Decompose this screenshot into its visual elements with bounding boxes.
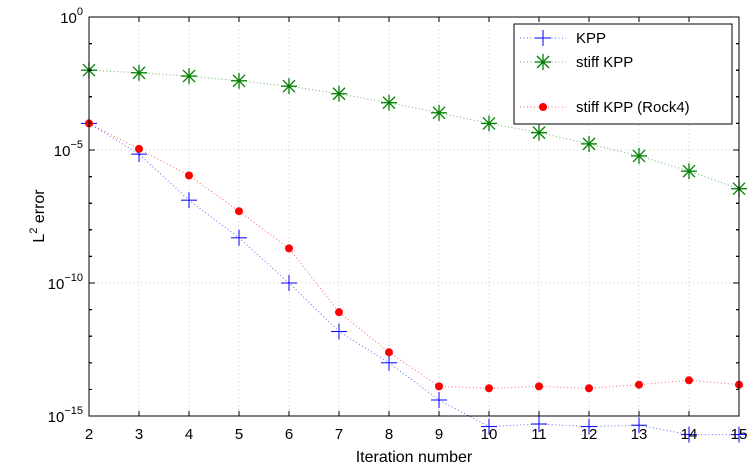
legend-label-2: stiff KPP (Rock4) <box>576 99 690 116</box>
x-tick-label: 9 <box>435 426 443 443</box>
x-tick-label: 5 <box>235 426 243 443</box>
data-point-2 <box>485 384 493 393</box>
data-point-2 <box>585 384 593 393</box>
data-point-2 <box>535 382 543 391</box>
data-point-0 <box>631 417 647 434</box>
axis-ticks <box>88 16 740 417</box>
data-point-1 <box>381 94 397 111</box>
legend-label-1: stiff KPP <box>576 54 633 71</box>
y-tick-label: 10−10 <box>48 272 83 293</box>
data-point-1 <box>581 135 597 152</box>
data-point-2 <box>285 244 293 253</box>
x-tick-label: 14 <box>681 426 698 443</box>
data-point-2 <box>435 382 443 391</box>
x-tick-label: 3 <box>135 426 143 443</box>
data-point-1 <box>181 68 197 85</box>
legend-label-0: KPP <box>576 30 606 47</box>
data-point-0 <box>231 229 247 246</box>
x-tick-label: 11 <box>531 426 547 443</box>
legend-marker-2 <box>539 103 547 111</box>
data-point-1 <box>681 163 697 180</box>
data-point-0 <box>331 323 347 340</box>
x-tick-label: 7 <box>335 426 343 443</box>
legend-box <box>513 23 733 125</box>
y-tick-label: 100 <box>60 6 83 27</box>
data-point-2 <box>335 308 343 317</box>
data-point-0 <box>681 426 697 443</box>
y-tick-labels: 100 10−5 10−10 10−15 <box>48 6 83 426</box>
x-tick-label: 4 <box>185 426 193 443</box>
y-axis-label-rest: error <box>31 189 48 228</box>
data-point-0 <box>181 192 197 209</box>
series-lines <box>88 69 740 436</box>
grid-lines <box>89 17 739 416</box>
data-point-1 <box>131 64 147 81</box>
data-point-1 <box>431 104 447 121</box>
data-point-2 <box>235 207 243 216</box>
x-tick-label: 13 <box>631 426 648 443</box>
data-point-0 <box>381 354 397 371</box>
x-tick-label: 15 <box>731 426 748 443</box>
series-line-0 <box>88 122 739 436</box>
data-point-1 <box>331 85 347 102</box>
data-point-1 <box>531 124 547 141</box>
data-point-0 <box>431 391 447 408</box>
legend: KPP stiff KPP stiff KPP (Rock4) <box>513 23 733 125</box>
y-axis-label-sup: 2 <box>28 228 40 234</box>
legend-marker-0 <box>535 30 551 46</box>
x-tick-label: 10 <box>481 426 498 443</box>
x-tick-label: 8 <box>385 426 393 443</box>
series-line-2 <box>88 122 740 389</box>
data-point-1 <box>631 147 647 164</box>
x-axis-label: Iteration number <box>356 449 473 466</box>
data-point-0 <box>731 426 747 443</box>
data-point-2 <box>385 348 393 357</box>
x-tick-label: 12 <box>581 426 598 443</box>
y-tick-label: 10−5 <box>54 139 83 160</box>
data-point-1 <box>281 78 297 95</box>
x-tick-label: 6 <box>285 426 293 443</box>
series-line-1 <box>88 69 740 190</box>
x-tick-label: 2 <box>85 426 93 443</box>
y-axis-label: L2 error <box>28 189 48 243</box>
data-point-0 <box>281 275 297 291</box>
data-point-0 <box>581 418 597 435</box>
data-point-2 <box>635 380 643 389</box>
data-point-0 <box>481 418 497 435</box>
y-tick-label: 10−15 <box>48 405 83 426</box>
x-tick-labels: 2 3 4 5 6 7 8 9 10 11 12 13 14 15 <box>85 426 748 443</box>
data-point-2 <box>685 376 693 385</box>
data-point-0 <box>531 416 547 433</box>
legend-marker-1 <box>535 54 551 70</box>
plot-frame <box>88 16 740 417</box>
data-point-2 <box>185 171 193 180</box>
y-axis-label-base: L <box>31 234 48 243</box>
data-point-1 <box>231 72 247 89</box>
data-point-2 <box>135 144 143 153</box>
data-point-1 <box>481 115 497 132</box>
